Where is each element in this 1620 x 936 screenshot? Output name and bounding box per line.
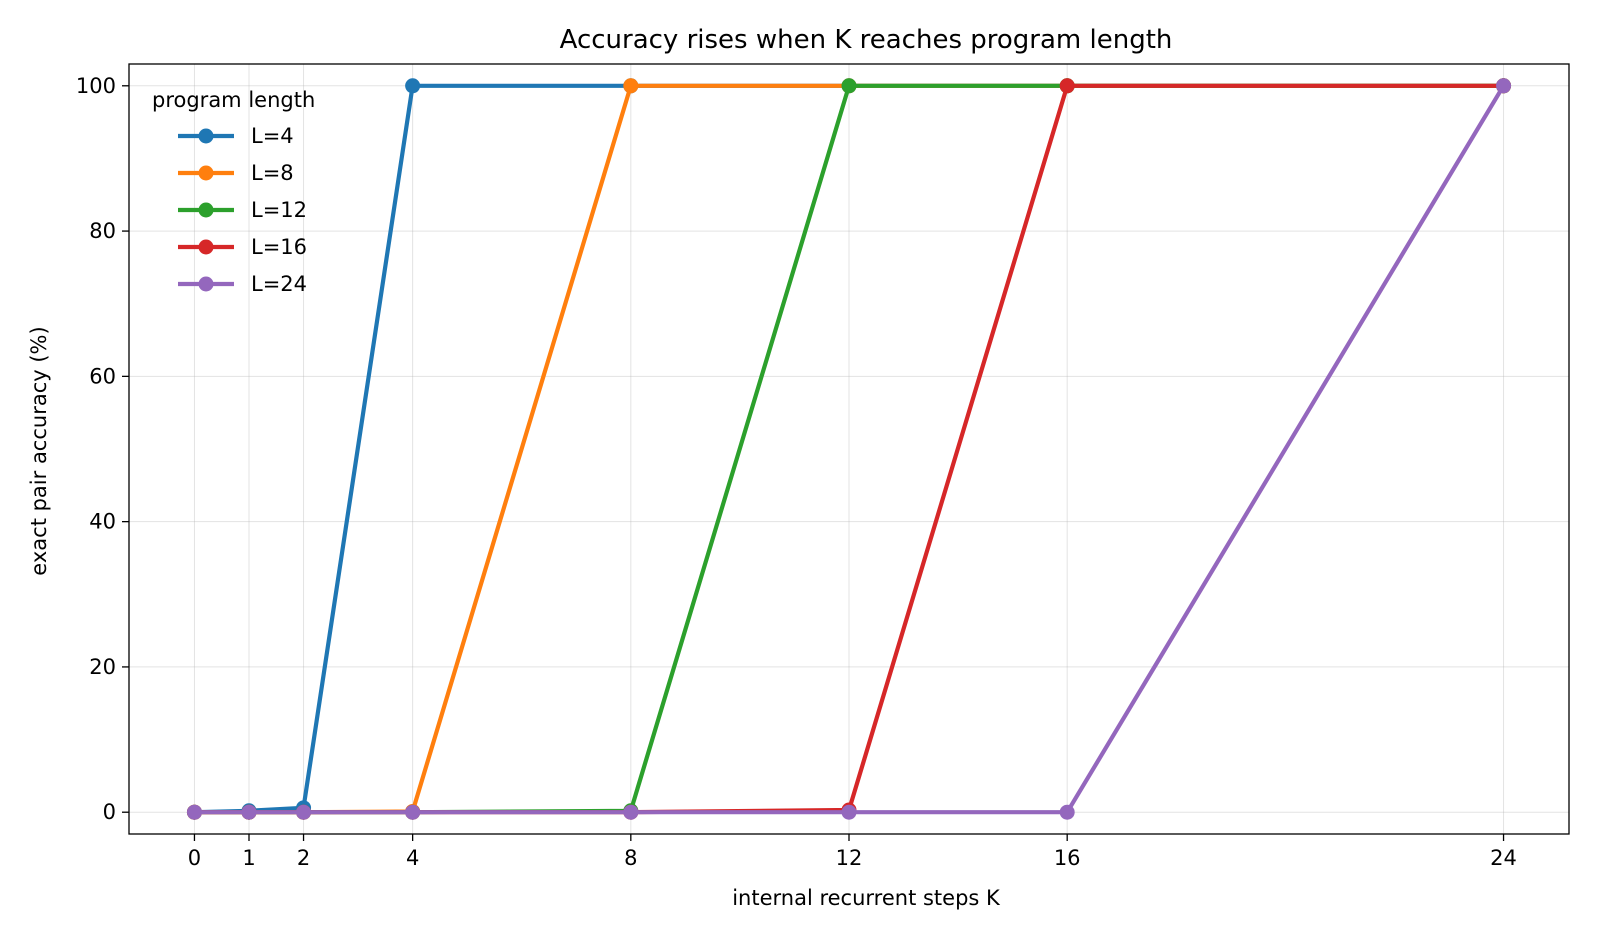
- x-tick-label: 1: [242, 846, 255, 870]
- data-point: [623, 78, 639, 94]
- legend-marker: [198, 165, 214, 181]
- y-tick-label: 100: [76, 74, 116, 98]
- data-point: [405, 78, 421, 94]
- legend-label: L=4: [251, 124, 294, 148]
- x-axis-label: internal recurrent steps K: [732, 886, 1001, 910]
- x-tick-label: 8: [624, 846, 637, 870]
- x-tick-label: 2: [297, 846, 310, 870]
- y-axis: 0 20 40 60 80 100: [76, 74, 129, 824]
- series-L=24: [186, 78, 1512, 820]
- y-tick-label: 20: [89, 655, 116, 679]
- legend-item: L=16: [178, 235, 307, 259]
- y-tick-label: 80: [89, 219, 116, 243]
- series-line: [194, 84, 1506, 815]
- legend-item: L=8: [178, 161, 294, 185]
- legend-item: L=12: [178, 198, 307, 222]
- legend-item: L=24: [178, 272, 307, 296]
- legend-marker: [198, 128, 214, 144]
- legend-marker: [198, 239, 214, 255]
- data-point: [1059, 804, 1075, 820]
- data-point: [186, 804, 202, 820]
- x-tick-label: 16: [1054, 846, 1081, 870]
- data-point: [841, 804, 857, 820]
- legend-label: L=8: [251, 161, 294, 185]
- data-point: [241, 804, 257, 820]
- data-point: [296, 804, 312, 820]
- x-tick-label: 24: [1490, 846, 1517, 870]
- data-point: [405, 804, 421, 820]
- data-point: [1496, 78, 1512, 94]
- data-point: [1059, 78, 1075, 94]
- series-layer: [186, 78, 1512, 820]
- x-tick-label: 4: [406, 846, 419, 870]
- y-axis-label: exact pair accuracy (%): [27, 326, 51, 575]
- legend-item: L=4: [178, 124, 294, 148]
- x-tick-label: 0: [188, 846, 201, 870]
- legend-marker: [198, 202, 214, 218]
- grid: [129, 64, 1569, 834]
- y-tick-label: 0: [103, 800, 116, 824]
- x-axis: 0 1 2 4 8 12 16 24: [188, 834, 1517, 870]
- y-tick-label: 60: [89, 364, 116, 388]
- y-tick-label: 40: [89, 510, 116, 534]
- legend: program length L=4 L=8 L=12 L=16 L=24: [152, 88, 315, 296]
- legend-label: L=16: [251, 235, 307, 259]
- chart-title: Accuracy rises when K reaches program le…: [560, 25, 1173, 55]
- legend-marker: [198, 276, 214, 292]
- legend-title: program length: [152, 88, 315, 112]
- data-point: [841, 78, 857, 94]
- legend-label: L=12: [251, 198, 307, 222]
- legend-label: L=24: [251, 272, 307, 296]
- data-point: [623, 804, 639, 820]
- x-tick-label: 12: [836, 846, 863, 870]
